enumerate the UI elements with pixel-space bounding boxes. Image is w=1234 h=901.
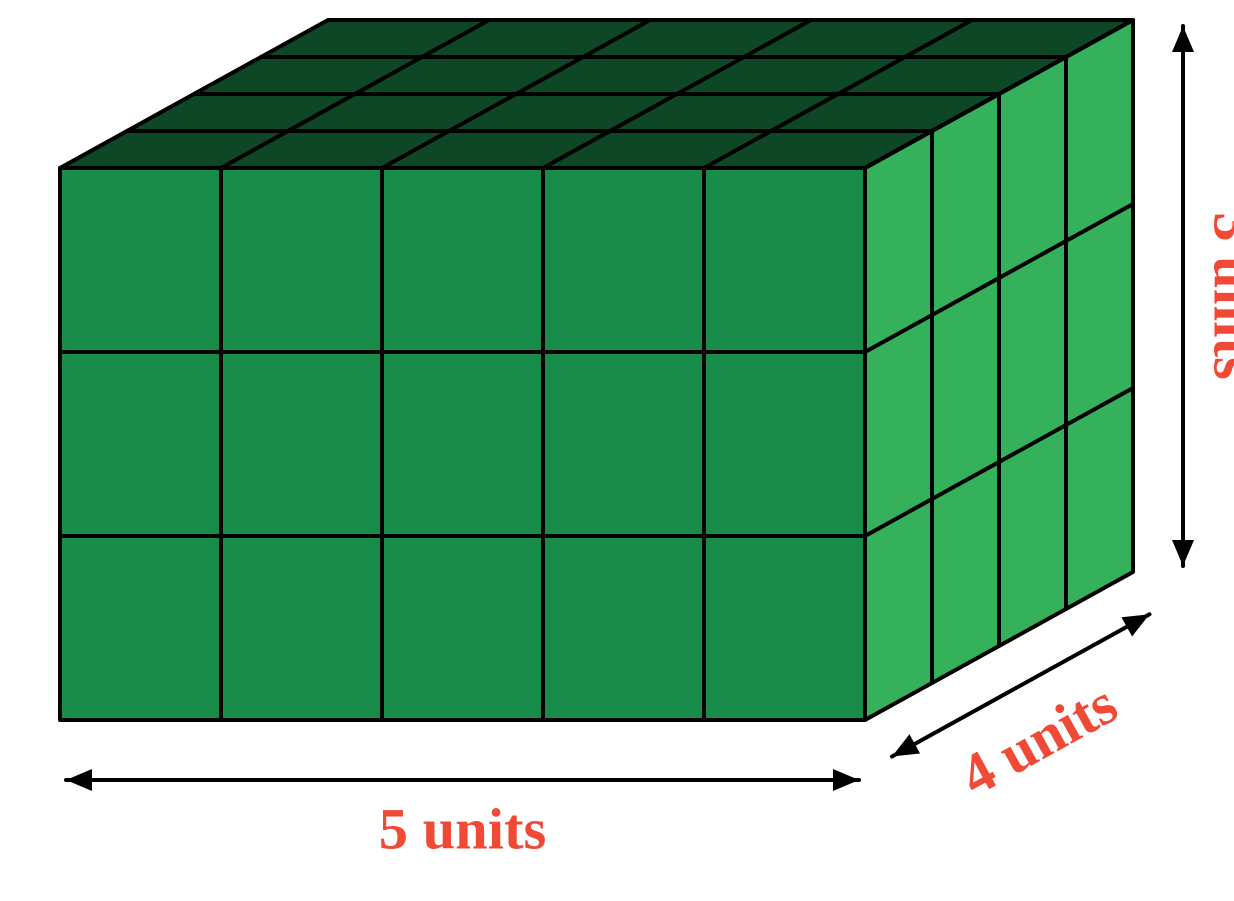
cuboid-front-face <box>60 168 865 720</box>
label-width: 5 units <box>379 796 547 861</box>
diagram-element <box>1172 540 1194 566</box>
label-depth: 4 units <box>949 671 1127 809</box>
diagram-element <box>1172 26 1194 52</box>
volume-diagram: 5 units 4 units 3 units <box>0 0 1234 901</box>
diagram-element <box>833 769 859 791</box>
diagram-element <box>66 769 92 791</box>
label-height: 3 units <box>1202 212 1234 380</box>
